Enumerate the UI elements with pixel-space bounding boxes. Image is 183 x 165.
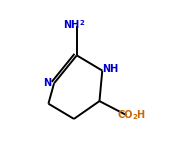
Text: 2: 2 [133,114,138,120]
Text: NH: NH [102,64,118,74]
Text: CO: CO [118,110,133,120]
Text: H: H [136,110,144,120]
Text: N: N [43,78,51,88]
Text: NH: NH [63,20,79,30]
Text: 2: 2 [80,20,85,26]
